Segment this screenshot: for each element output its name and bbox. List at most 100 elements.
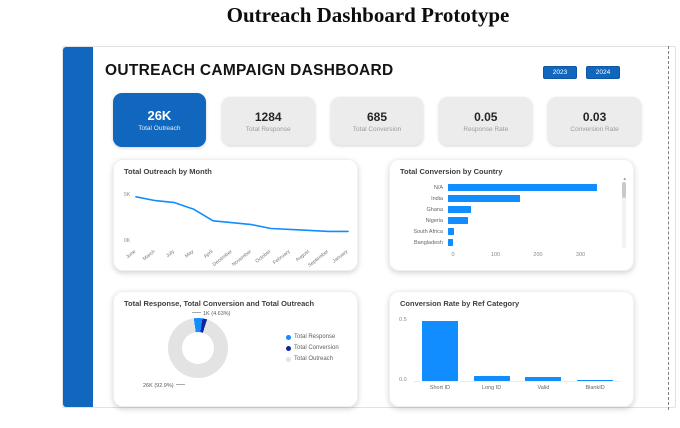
bar-ghana[interactable] bbox=[448, 205, 472, 214]
outreach-line-series[interactable] bbox=[135, 195, 349, 233]
month-label: January bbox=[332, 249, 350, 265]
legend-item-total-conversion[interactable]: Total Conversion bbox=[286, 345, 339, 351]
legend-label: Total Response bbox=[294, 334, 336, 340]
kpi-value: 0.03 bbox=[582, 109, 607, 124]
x-tick: 300 bbox=[575, 252, 586, 258]
donut-legend: Total Response Total Conversion Total Ou… bbox=[286, 334, 339, 367]
bar-short-id[interactable] bbox=[421, 321, 458, 381]
x-tick: 100 bbox=[490, 252, 501, 258]
bar-long-id[interactable] bbox=[473, 376, 510, 381]
year-button-2024[interactable]: 2024 bbox=[586, 66, 620, 79]
x-tick: 0 bbox=[451, 252, 455, 258]
y-tick-min: 0K bbox=[124, 238, 131, 244]
chart-response-conversion-outreach: Total Response, Total Conversion and Tot… bbox=[113, 291, 358, 407]
year-filter-group: 2023 2024 bbox=[543, 66, 620, 79]
month-label: June bbox=[125, 249, 137, 261]
kpi-card-total-conversion[interactable]: 685 Total Conversion bbox=[330, 97, 424, 145]
legend-item-total-response[interactable]: Total Response bbox=[286, 334, 339, 340]
dashboard-title: OUTREACH CAMPAIGN DASHBOARD bbox=[105, 62, 394, 79]
legend-dot bbox=[286, 345, 291, 351]
donut-chart[interactable] bbox=[168, 318, 228, 378]
ref-category-bars bbox=[414, 320, 621, 382]
year-button-2023[interactable]: 2023 bbox=[543, 66, 577, 79]
chart-total-conversion-by-country: Total Conversion by Country N/A India Gh… bbox=[389, 159, 634, 271]
bar-nigeria[interactable] bbox=[448, 216, 469, 225]
chart-total-outreach-by-month: Total Outreach by Month 5K 0K June March… bbox=[113, 159, 358, 271]
country-label: Nigeria bbox=[425, 217, 443, 224]
dashboard-frame: OUTREACH CAMPAIGN DASHBOARD 2023 2024 26… bbox=[62, 46, 676, 410]
month-label: March bbox=[142, 249, 157, 262]
kpi-value: 685 bbox=[366, 109, 387, 124]
x-axis-ticks: 0 100 200 300 bbox=[400, 252, 611, 260]
chart-title: Conversion Rate by Ref Category bbox=[400, 299, 520, 308]
kpi-card-total-outreach[interactable]: 26K Total Outreach bbox=[113, 93, 206, 147]
kpi-label: Total Conversion bbox=[352, 125, 402, 133]
country-row: Ghana bbox=[400, 205, 611, 214]
legend-item-total-outreach[interactable]: Total Outreach bbox=[286, 356, 339, 362]
bar-blankid[interactable] bbox=[577, 380, 614, 381]
month-label: October bbox=[254, 249, 272, 265]
scrollbar-thumb[interactable] bbox=[622, 182, 626, 198]
chart-conversion-rate-by-ref-category: Conversion Rate by Ref Category 0.5 0.0 … bbox=[389, 291, 634, 407]
kpi-card-conversion-rate[interactable]: 0.03 Conversion Rate bbox=[548, 97, 641, 145]
country-label: South Africa bbox=[413, 228, 443, 235]
kpi-label: Conversion Rate bbox=[570, 125, 619, 133]
kpi-label: Total Response bbox=[245, 125, 291, 133]
kpi-value: 1284 bbox=[254, 109, 282, 124]
country-row: Nigeria bbox=[400, 216, 611, 225]
chart-title: Total Outreach by Month bbox=[124, 167, 212, 176]
legend-dot bbox=[286, 356, 291, 362]
bar-india[interactable] bbox=[448, 194, 521, 203]
document-title: Outreach Dashboard Prototype bbox=[226, 3, 510, 27]
category-label: Short ID bbox=[429, 385, 450, 391]
category-label: Long ID bbox=[481, 385, 502, 391]
kpi-value: 0.05 bbox=[474, 109, 498, 124]
country-label: Bangladesh bbox=[413, 239, 443, 246]
month-label: May bbox=[184, 249, 196, 260]
kpi-value: 26K bbox=[147, 108, 172, 123]
legend-label: Total Outreach bbox=[294, 356, 334, 362]
kpi-label: Total Outreach bbox=[138, 125, 181, 132]
kpi-card-total-response[interactable]: 1284 Total Response bbox=[221, 97, 315, 145]
sidebar-accent-bar bbox=[63, 47, 93, 407]
month-label: August bbox=[295, 248, 311, 263]
category-label: Valid bbox=[537, 385, 550, 391]
legend-dot bbox=[286, 334, 291, 340]
country-row: N/A bbox=[400, 183, 611, 192]
country-bars: N/A India Ghana Nigeria South Africa Ban… bbox=[400, 183, 611, 249]
month-label: February bbox=[272, 249, 292, 266]
donut-label-response: 1K (4.63%) bbox=[192, 309, 231, 317]
country-row: South Africa bbox=[400, 227, 611, 236]
kpi-row: 26K Total Outreach 1284 Total Response 6… bbox=[113, 93, 641, 151]
legend-label: Total Conversion bbox=[294, 345, 339, 351]
chart-scrollbar[interactable] bbox=[622, 182, 626, 248]
chart-title: Total Conversion by Country bbox=[400, 167, 503, 176]
category-label: BlankID bbox=[585, 385, 605, 391]
selection-anchor-line bbox=[668, 46, 669, 410]
line-chart-svg: 5K 0K June March July May April December… bbox=[124, 192, 350, 268]
country-row: Bangladesh bbox=[400, 238, 611, 247]
y-tick-min: 0.0 bbox=[399, 377, 407, 383]
month-label: November bbox=[231, 249, 253, 268]
y-tick-max: 5K bbox=[124, 192, 131, 198]
y-tick-max: 0.5 bbox=[399, 317, 407, 323]
country-label: N/A bbox=[433, 184, 443, 191]
bar-valid[interactable] bbox=[525, 377, 562, 381]
bar-south-africa[interactable] bbox=[448, 227, 454, 236]
month-label: July bbox=[165, 249, 176, 260]
country-label: Ghana bbox=[426, 206, 443, 213]
month-label: September bbox=[307, 249, 330, 268]
x-tick: 200 bbox=[533, 252, 543, 258]
month-label: December bbox=[212, 249, 234, 268]
chart-title: Total Response, Total Conversion and Tot… bbox=[124, 299, 315, 308]
kpi-card-response-rate[interactable]: 0.05 Response Rate bbox=[439, 97, 533, 145]
bar-na[interactable] bbox=[448, 183, 597, 192]
kpi-label: Response Rate bbox=[463, 125, 509, 133]
country-label: India bbox=[431, 195, 443, 202]
x-axis-labels: June March July May April December Novem… bbox=[125, 248, 350, 268]
bar-bangladesh[interactable] bbox=[448, 238, 454, 247]
donut-label-outreach: 26K (92.9%) bbox=[143, 381, 185, 389]
x-axis-labels: Short ID Long ID Valid BlankID bbox=[414, 385, 621, 391]
country-row: India bbox=[400, 194, 611, 203]
scrollbar-up-arrow[interactable]: ▲ bbox=[622, 176, 627, 181]
